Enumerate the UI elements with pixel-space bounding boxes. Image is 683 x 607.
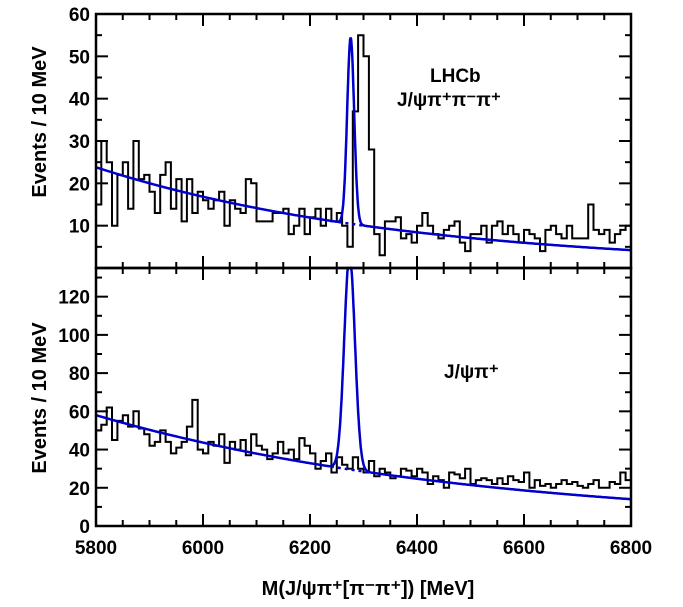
top-ytick-label: 60 bbox=[69, 5, 90, 26]
top-ytick-label: 50 bbox=[69, 47, 90, 68]
top-panel: 10 20 30 40 50 60 bbox=[69, 5, 633, 270]
top-ytick-label: 40 bbox=[69, 90, 90, 111]
top-ytick-label: 20 bbox=[69, 174, 90, 195]
bottom-ytick-label: 100 bbox=[58, 326, 90, 347]
top-ylabel: Events / 10 MeV bbox=[29, 46, 51, 198]
bottom-total-fit-curve bbox=[95, 266, 631, 501]
bottom-histogram bbox=[96, 398, 631, 489]
xtick-label: 6800 bbox=[610, 538, 652, 559]
top-histogram bbox=[96, 34, 631, 257]
xtick-label: 5800 bbox=[75, 538, 117, 559]
top-total-fit-curve bbox=[95, 37, 631, 252]
bottom-ytick-label: 20 bbox=[69, 479, 90, 500]
xtick-label: 6000 bbox=[182, 538, 224, 559]
bottom-ytick-label: 60 bbox=[69, 402, 90, 423]
x-axis-label: M(J/ψπ⁺[π⁻π⁺]) [MeV] bbox=[262, 578, 475, 600]
top-channel-label: J/ψπ⁺π⁻π⁺ bbox=[397, 90, 501, 111]
bottom-ytick-label: 80 bbox=[69, 364, 90, 385]
xtick-label: 6200 bbox=[289, 538, 331, 559]
top-ytick-label: 30 bbox=[69, 132, 90, 153]
bottom-channel-label: J/ψπ⁺ bbox=[444, 362, 499, 383]
bottom-panel: 0 20 40 60 80 100 120 5800 6000 6200 6400 6600 6800 bbox=[58, 266, 652, 559]
bottom-ylabel: Events / 10 MeV bbox=[29, 322, 51, 474]
bottom-ytick-label: 40 bbox=[69, 441, 90, 462]
bottom-ytick-label: 120 bbox=[58, 288, 90, 309]
xtick-label: 6400 bbox=[396, 538, 438, 559]
bottom-ytick-label: 0 bbox=[79, 517, 90, 538]
top-ytick-label: 10 bbox=[69, 217, 90, 238]
xtick-label: 6600 bbox=[503, 538, 545, 559]
experiment-label: LHCb bbox=[430, 66, 481, 87]
